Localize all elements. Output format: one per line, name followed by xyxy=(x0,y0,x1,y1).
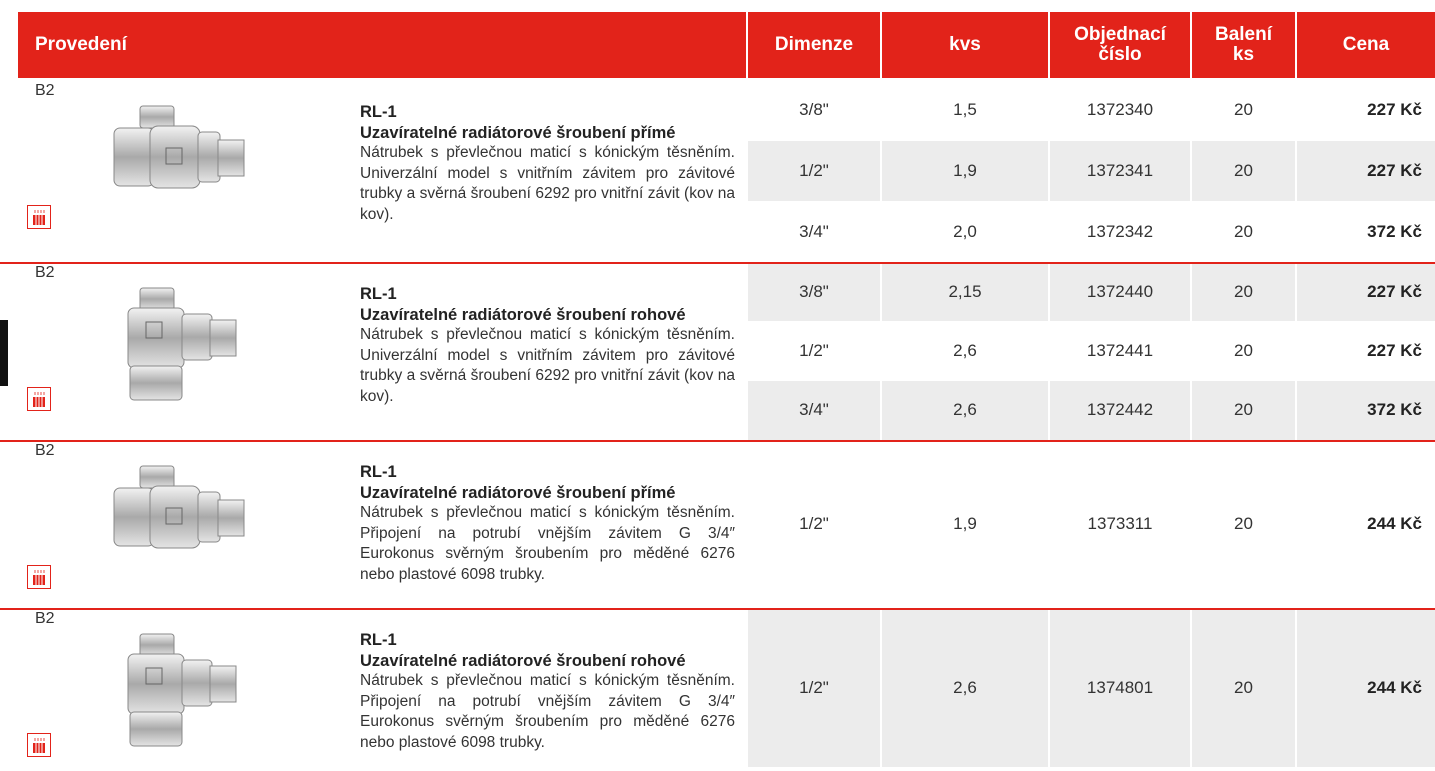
cell: 1372441 xyxy=(1050,321,1190,380)
product-image xyxy=(100,280,250,420)
cell: 3/4" xyxy=(748,201,880,262)
price: 227 Kč xyxy=(1297,80,1422,141)
product-image xyxy=(100,626,250,766)
cell: 1372342 xyxy=(1050,201,1190,262)
cell: 2,15 xyxy=(882,262,1048,321)
header-cell: Cena xyxy=(1297,12,1435,78)
cell: 2,6 xyxy=(882,381,1048,440)
header-separator xyxy=(1048,12,1050,78)
product-title: Uzavíratelné radiátorové šroubení rohové xyxy=(360,305,735,326)
cell: 20 xyxy=(1192,381,1295,440)
icon-glyph xyxy=(28,388,50,410)
cell: 20 xyxy=(1192,80,1295,141)
icon-glyph xyxy=(28,206,50,228)
cell: 3/4" xyxy=(748,381,880,440)
price: 227 Kč xyxy=(1297,262,1422,321)
cell: 20 xyxy=(1192,440,1295,608)
product-description: RL-1Uzavíratelné radiátorové šroubení př… xyxy=(360,462,735,585)
cell: 1/2" xyxy=(748,321,880,380)
cell: 3/8" xyxy=(748,80,880,141)
cell: 2,6 xyxy=(882,608,1048,767)
cell: 1373311 xyxy=(1050,440,1190,608)
header-cell: kvs xyxy=(882,12,1048,78)
icon-glyph xyxy=(28,566,50,588)
radiator-icon xyxy=(27,387,51,411)
price: 372 Kč xyxy=(1297,381,1422,440)
product-code: B2 xyxy=(35,610,55,628)
header-cell: Balení ks xyxy=(1212,12,1275,78)
product-title: Uzavíratelné radiátorové šroubení přímé xyxy=(360,123,735,144)
cell: 1372340 xyxy=(1050,80,1190,141)
price: 227 Kč xyxy=(1297,321,1422,380)
cell: 3/8" xyxy=(748,262,880,321)
header-cell: Dimenze xyxy=(748,12,880,78)
product-image xyxy=(100,458,250,598)
radiator-icon xyxy=(27,565,51,589)
price: 244 Kč xyxy=(1297,440,1422,608)
price: 244 Kč xyxy=(1297,608,1422,767)
valve-drawing xyxy=(100,626,250,766)
cell: 1372442 xyxy=(1050,381,1190,440)
cell: 20 xyxy=(1192,321,1295,380)
cell: 20 xyxy=(1192,201,1295,262)
cell: 1/2" xyxy=(748,608,880,767)
valve-drawing xyxy=(100,458,250,598)
product-name: RL-1 xyxy=(360,102,735,123)
cell: 1372440 xyxy=(1050,262,1190,321)
product-image xyxy=(100,98,250,238)
valve-drawing xyxy=(100,98,250,238)
cell: 1,9 xyxy=(882,141,1048,202)
description-text: Nátrubek s převlečnou maticí s kónickým … xyxy=(360,326,735,405)
radiator-icon xyxy=(27,205,51,229)
cell: 20 xyxy=(1192,262,1295,321)
header-separator xyxy=(1190,12,1192,78)
radiator-icon xyxy=(27,733,51,757)
description-text: Nátrubek s převlečnou maticí s kónickým … xyxy=(360,672,735,751)
header-cell: Objednací číslo xyxy=(1070,12,1170,78)
price: 227 Kč xyxy=(1297,141,1422,202)
product-name: RL-1 xyxy=(360,630,735,651)
header-cell: Provedení xyxy=(35,12,127,78)
price: 372 Kč xyxy=(1297,201,1422,262)
product-code: B2 xyxy=(35,442,55,460)
cell: 1,9 xyxy=(882,440,1048,608)
product-name: RL-1 xyxy=(360,462,735,483)
cell: 1,5 xyxy=(882,80,1048,141)
side-tab xyxy=(0,320,8,386)
cell: 1374801 xyxy=(1050,608,1190,767)
cell: 20 xyxy=(1192,141,1295,202)
group-divider xyxy=(0,440,1435,442)
group-divider xyxy=(0,262,1435,264)
cell: 1/2" xyxy=(748,440,880,608)
page: {"header":{"columns":["Provedení","Dimen… xyxy=(0,0,1435,767)
description-text: Nátrubek s převlečnou maticí s kónickým … xyxy=(360,144,735,223)
table-header: Provedení Dimenzekvs Objednací číslo Balení… xyxy=(18,12,1435,78)
icon-glyph xyxy=(28,734,50,756)
product-code: B2 xyxy=(35,82,55,100)
description-text: Nátrubek s převlečnou maticí s kónickým … xyxy=(360,504,735,583)
group-divider xyxy=(0,608,1435,610)
cell: 2,6 xyxy=(882,321,1048,380)
product-title: Uzavíratelné radiátorové šroubení rohové xyxy=(360,651,735,672)
valve-drawing xyxy=(100,280,250,420)
cell: 2,0 xyxy=(882,201,1048,262)
product-name: RL-1 xyxy=(360,284,735,305)
cell: 1372341 xyxy=(1050,141,1190,202)
product-title: Uzavíratelné radiátorové šroubení přímé xyxy=(360,483,735,504)
cell: 1/2" xyxy=(748,141,880,202)
product-code: B2 xyxy=(35,264,55,282)
cell: 20 xyxy=(1192,608,1295,767)
